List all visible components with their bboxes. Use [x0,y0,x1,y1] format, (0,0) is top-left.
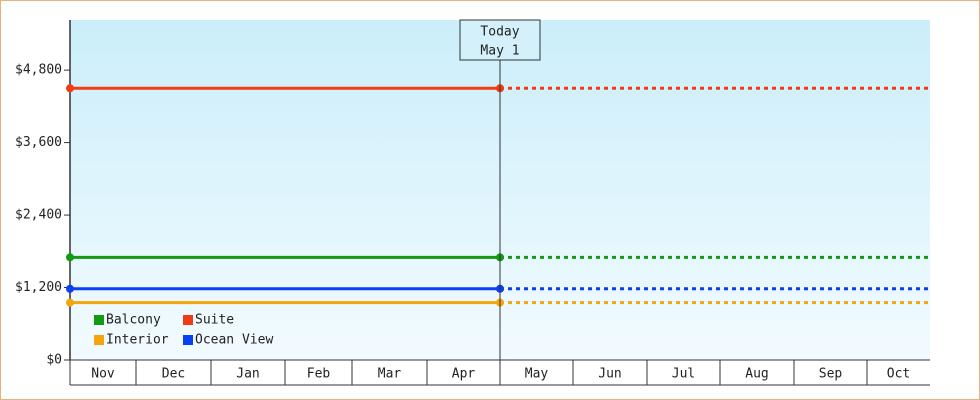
x-tick-label: Jul [672,367,695,382]
y-tick-label: $2,400 [15,208,62,223]
y-tick-label: $4,800 [15,63,62,78]
x-tick-label: Sep [819,367,843,382]
legend-label: Suite [195,313,234,328]
series-point [66,253,74,262]
x-tick-label: Apr [452,367,476,382]
today-box [459,19,541,61]
x-tick-label: Aug [745,367,768,382]
y-tick-label: $0 [46,353,62,368]
legend-swatch [94,335,104,345]
x-tick-label: Jan [236,367,259,382]
series-point [66,284,74,293]
x-tick-label: Jun [598,367,621,382]
legend-label: Ocean View [195,333,273,348]
legend-label: Interior [106,333,169,348]
legend-label: Balcony [106,313,161,328]
x-tick-label: May [525,367,549,382]
y-tick-label: $3,600 [15,135,62,150]
x-tick-label: Mar [378,367,402,382]
legend-swatch [94,315,104,325]
x-tick-label: Feb [307,367,331,382]
today-label: Today [480,25,519,40]
legend-swatch [183,315,193,325]
x-tick-label: Dec [162,367,185,382]
x-tick-label: Oct [887,367,910,382]
legend-swatch [183,335,193,345]
series-point [66,84,74,93]
series-point [66,298,74,307]
x-tick-label: Nov [91,367,115,382]
today-date: May 1 [480,44,519,59]
y-tick-label: $1,200 [15,280,62,295]
